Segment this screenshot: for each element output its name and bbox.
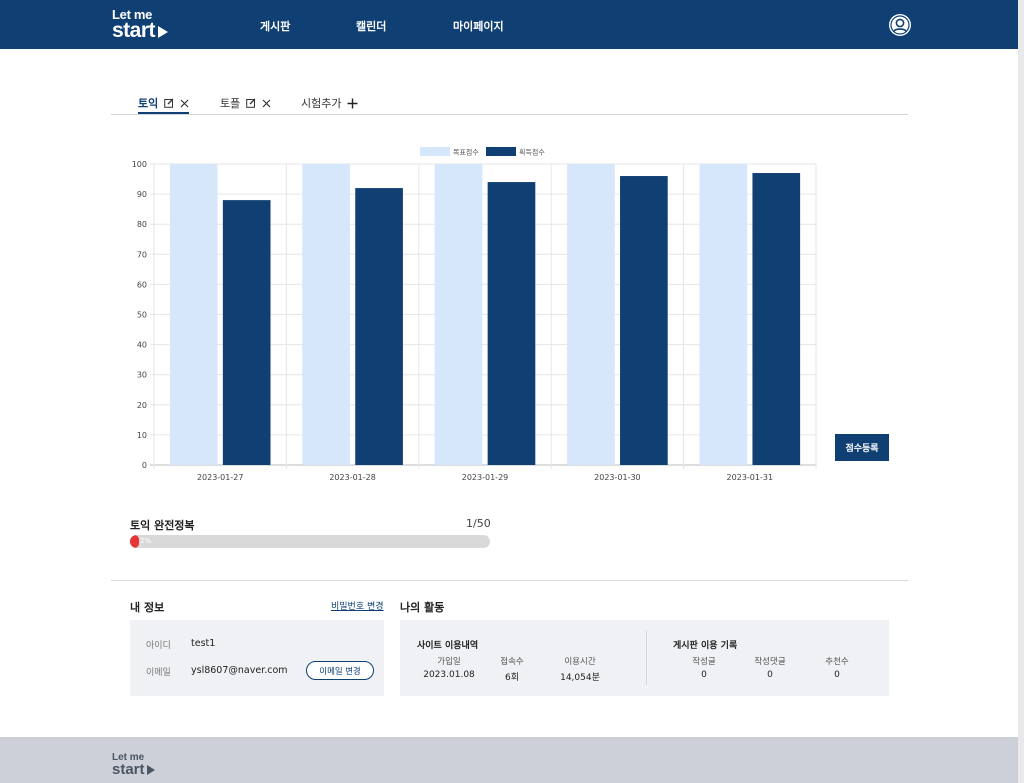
bar-target: [567, 164, 615, 465]
profile-avatar-icon[interactable]: [889, 14, 911, 36]
goal-progress-fill: [130, 535, 139, 548]
tab-toefl[interactable]: 토플: [220, 95, 271, 111]
change-password-link[interactable]: 비밀번호 변경: [331, 602, 384, 612]
goal-progress-bar: 2%: [130, 535, 490, 548]
close-icon[interactable]: [180, 99, 189, 108]
comments-label: 작성댓글: [754, 657, 786, 667]
y-tick-label: 70: [137, 250, 147, 259]
my-info-title: 내 정보: [130, 601, 165, 614]
join-date-value: 2023.01.08: [423, 670, 475, 680]
footer-logo-line2: start: [112, 761, 145, 778]
tab-toefl-label: 토플: [220, 97, 241, 110]
tab-add-exam-label: 시험추가: [301, 97, 342, 110]
section-divider: [111, 580, 908, 581]
bar-actual: [222, 200, 271, 465]
bar-target: [169, 164, 218, 465]
activity-panel: [400, 620, 889, 696]
y-tick-label: 0: [142, 461, 147, 470]
edit-icon[interactable]: [164, 98, 174, 108]
posts-label: 작성글: [692, 657, 716, 667]
goal-progress-text: 2%: [140, 537, 152, 545]
goal-count: 1/50: [466, 517, 491, 530]
x-tick-label: 2023-01-28: [329, 473, 376, 482]
exam-tabs: 토익 토플 시험추가: [111, 90, 908, 115]
activity-divider: [646, 631, 647, 685]
close-icon[interactable]: [262, 99, 271, 108]
x-tick-label: 2023-01-30: [594, 473, 641, 482]
register-score-button[interactable]: 점수등록: [835, 434, 889, 461]
bar-target: [302, 164, 350, 465]
tab-toeic-label: 토익: [138, 97, 159, 110]
change-email-button[interactable]: 이메일 변경: [306, 661, 374, 680]
my-info-panel: 아이디 test1 이메일 ysl8607@naver.com: [130, 620, 384, 696]
footer: Let me start: [0, 737, 1018, 783]
join-date-label: 가입일: [437, 657, 461, 667]
goal-title: 토익 완전정복: [130, 519, 195, 532]
y-tick-label: 40: [137, 341, 147, 350]
logo[interactable]: Let me start: [112, 7, 169, 42]
y-tick-label: 100: [132, 160, 147, 169]
legend-swatch: [486, 147, 516, 156]
bar-actual: [752, 173, 801, 465]
x-tick-label: 2023-01-27: [197, 473, 244, 482]
nav-calendar[interactable]: 캘린더: [356, 20, 387, 33]
y-tick-label: 10: [137, 431, 147, 440]
y-tick-label: 20: [137, 401, 147, 410]
active-tab-indicator: [138, 112, 189, 114]
usage-time-value: 14,054분: [560, 673, 600, 683]
visit-count-value: 6회: [504, 673, 519, 683]
nav-mypage[interactable]: 마이페이지: [453, 20, 504, 33]
visit-count-label: 접속수: [500, 657, 524, 667]
board-usage-title: 게시판 이용 기록: [673, 641, 738, 651]
email-label: 이메일: [146, 668, 171, 678]
logo-line2: start: [112, 19, 156, 42]
score-bar-chart: 0 10 20 30 40 50 60 70 80 90 100 2023-01-27 2023-01-…: [132, 147, 817, 482]
comments-value: 0: [767, 670, 773, 680]
bar-actual: [355, 188, 403, 465]
page-edge: [1018, 0, 1024, 783]
plus-icon: [347, 98, 358, 108]
tab-toeic[interactable]: 토익: [138, 95, 189, 111]
footer-logo-line1: Let me: [112, 752, 145, 763]
y-tick-label: 50: [137, 311, 147, 320]
edit-icon[interactable]: [246, 98, 256, 108]
bar-target: [434, 164, 483, 465]
likes-label: 추천수: [825, 657, 849, 667]
legend-label: 획득점수: [519, 148, 545, 157]
bar-actual: [620, 176, 668, 465]
score-chart: 0 10 20 30 40 50 60 70 80 90 100 2023-01-27 2023-01-…: [110, 140, 830, 490]
y-tick-label: 30: [137, 371, 147, 380]
likes-value: 0: [834, 670, 840, 680]
id-value: test1: [191, 638, 216, 649]
usage-time-label: 이용시간: [564, 657, 596, 667]
y-tick-label: 80: [137, 220, 147, 229]
top-navbar: Let me start 게시판 캘린더 마이페이지: [0, 0, 1018, 49]
bar-actual: [487, 182, 536, 465]
y-tick-label: 60: [137, 280, 147, 289]
play-icon: [146, 765, 155, 775]
nav-board[interactable]: 게시판: [260, 20, 291, 33]
tab-add-exam[interactable]: 시험추가: [301, 95, 358, 111]
legend-label: 목표점수: [453, 149, 479, 157]
x-tick-label: 2023-01-29: [462, 473, 509, 482]
posts-value: 0: [701, 670, 707, 680]
email-value: ysl8607@naver.com: [191, 665, 288, 676]
activity-title: 나의 활동: [400, 601, 445, 614]
play-icon: [158, 25, 169, 38]
id-label: 아이디: [146, 641, 171, 651]
x-tick-label: 2023-01-31: [727, 473, 774, 482]
legend-swatch: [420, 147, 450, 156]
footer-logo[interactable]: Let me start: [112, 753, 155, 777]
bar-target: [699, 164, 748, 465]
logo-line1: Let me: [112, 7, 153, 22]
site-usage-title: 사이트 이용내역: [417, 641, 479, 651]
y-tick-label: 90: [137, 190, 147, 199]
